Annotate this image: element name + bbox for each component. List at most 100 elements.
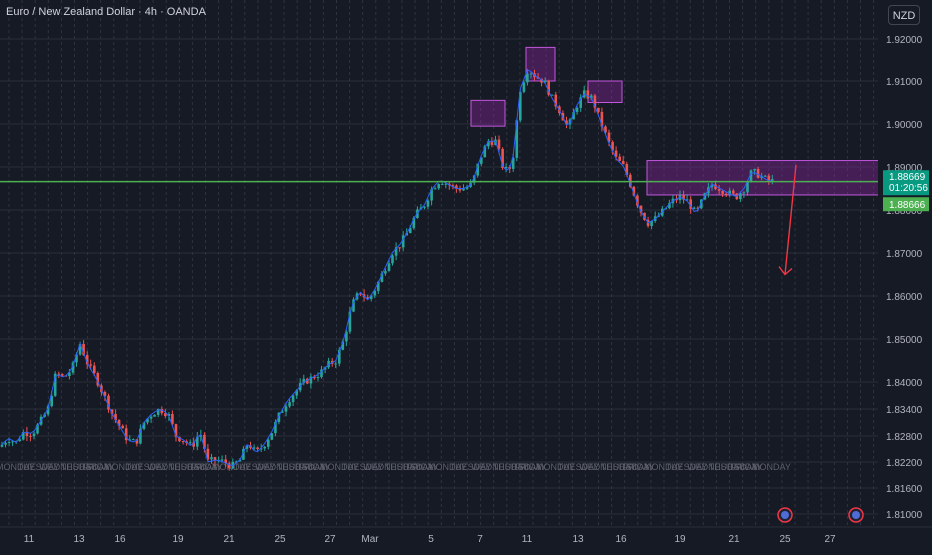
candle-body [639,205,643,213]
candle-body [320,369,323,378]
candle-body [519,92,522,121]
candle-body [682,195,685,200]
candle [227,461,231,471]
candle [547,79,550,97]
candle-body [437,184,440,189]
candle [611,140,614,155]
day-label: THURSDAY [277,462,326,472]
candle-body [128,439,132,441]
candle-body [235,461,238,463]
candle [348,306,352,334]
day-label: FRIDAY [190,462,222,472]
candle-body [504,167,508,168]
candle-body [110,409,114,414]
day-label: MONDAY [212,462,251,472]
chart-title: Euro / New Zealand Dollar · 4h · OANDA [6,6,206,18]
candle-body [728,190,731,195]
candle-body [288,402,291,407]
projection-arrow[interactable] [778,164,797,276]
candle [288,399,291,408]
current-price-tag [883,170,929,196]
time-tick-label: 27 [824,534,836,545]
candle-body [426,200,430,207]
candle [124,424,128,444]
candle-body [749,170,753,182]
candle [692,206,696,210]
candle [423,206,426,210]
candle [181,441,185,445]
candle [742,191,746,198]
candle-body [472,175,476,183]
day-label: TUESDAY [342,462,384,472]
candle-body [96,373,100,386]
candle [629,172,632,189]
candle-body [607,132,611,142]
candle-body [739,193,742,200]
time-tick-label: 11 [24,534,35,545]
current-price-label: 1.88669 [889,172,926,183]
candle-body [380,273,384,282]
candle-body [600,111,604,127]
candle-body [164,413,167,416]
candle-body [274,422,277,434]
candle-body [178,437,181,442]
candle [334,361,337,369]
day-label: FRIDAY [622,462,654,472]
candle-body [387,263,391,272]
candle [387,260,391,272]
candle-body [107,395,110,410]
candle [352,297,355,313]
candle [724,192,728,197]
day-label: MONDAY [104,462,143,472]
candle-body [121,425,124,429]
candle [401,231,405,252]
candle-body [245,445,249,449]
candle [721,189,724,197]
candle [728,187,731,198]
time-axis[interactable]: 11 13 16 19 21 25 27 Mar 5 7 11 13 16 19 21 25 27 [0,526,932,550]
candle-body [451,185,455,187]
grid-lines [0,0,878,525]
price-axis[interactable]: 1.92000 1.91000 1.90000 1.89000 1.88000 1.870… [878,0,932,525]
candle-body [575,107,579,113]
currency-button[interactable]: NZD [888,5,920,25]
candle [458,185,462,193]
candle-body [366,297,369,299]
candle-body [696,207,700,209]
candle-body [586,90,590,99]
candle-body [220,459,224,461]
candle [565,116,568,129]
candle-body [756,169,760,178]
candle [188,439,192,446]
candle [551,94,554,96]
candle [114,409,117,424]
candle-body [551,94,554,96]
candle [526,68,529,86]
candle-body [689,199,692,209]
day-label: MONDAY [536,462,575,472]
candle-body [345,331,348,342]
time-tick-label: 25 [779,534,791,545]
candle [682,190,685,204]
supply-zone-box [587,80,623,103]
candle-body [593,95,597,108]
time-tick-label: 11 [522,534,533,545]
day-label: MONDAY [320,462,359,472]
candle-body [46,406,50,415]
candle-body [313,376,316,379]
candle [327,357,330,369]
candle [504,163,508,173]
candle-body [181,441,185,443]
support-price-tag [883,197,929,212]
candle-body [497,139,501,149]
event-markers[interactable] [777,507,864,523]
candle-body [25,432,29,436]
candle-body [206,448,210,460]
candle-body [430,189,433,201]
candle-body [156,409,160,415]
candle-body [515,120,519,158]
candle-body [483,146,487,158]
zone-drawings[interactable] [470,46,884,196]
